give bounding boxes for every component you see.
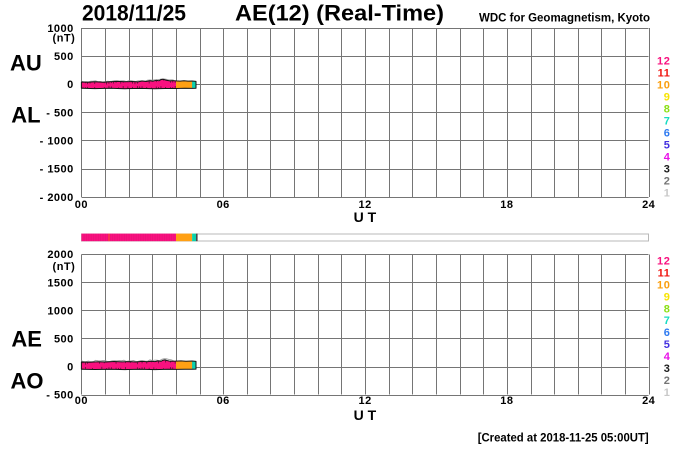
svg-text:24: 24 bbox=[642, 199, 656, 211]
svg-text:1500: 1500 bbox=[47, 277, 73, 289]
svg-text:- 500: - 500 bbox=[46, 390, 74, 402]
svg-text:(nT): (nT) bbox=[53, 33, 76, 45]
svg-text:2018/11/25: 2018/11/25 bbox=[82, 1, 186, 26]
svg-text:- 1500: - 1500 bbox=[40, 164, 74, 176]
svg-text:U T: U T bbox=[354, 209, 377, 225]
svg-text:6: 6 bbox=[664, 128, 671, 140]
svg-text:6: 6 bbox=[664, 327, 671, 339]
svg-text:1000: 1000 bbox=[47, 23, 73, 35]
svg-text:AE: AE bbox=[11, 326, 42, 351]
svg-text:7: 7 bbox=[664, 116, 671, 128]
svg-text:5: 5 bbox=[664, 140, 671, 152]
svg-text:1: 1 bbox=[664, 188, 671, 200]
svg-text:U T: U T bbox=[354, 407, 377, 423]
svg-text:AE(12) (Real-Time): AE(12) (Real-Time) bbox=[235, 1, 444, 26]
svg-text:00: 00 bbox=[75, 199, 88, 211]
svg-text:11: 11 bbox=[658, 68, 671, 80]
svg-text:10: 10 bbox=[657, 279, 671, 291]
svg-text:0: 0 bbox=[67, 362, 74, 374]
svg-text:2: 2 bbox=[664, 375, 671, 387]
svg-text:4: 4 bbox=[664, 152, 671, 164]
svg-text:- 1000: - 1000 bbox=[40, 136, 74, 148]
svg-text:10: 10 bbox=[657, 80, 671, 92]
svg-text:06: 06 bbox=[217, 199, 230, 211]
svg-text:- 2000: - 2000 bbox=[40, 192, 74, 204]
svg-text:AL: AL bbox=[11, 102, 40, 127]
svg-text:1: 1 bbox=[664, 387, 671, 399]
svg-text:2000: 2000 bbox=[47, 249, 73, 261]
svg-text:8: 8 bbox=[664, 303, 671, 315]
svg-text:4: 4 bbox=[664, 351, 671, 363]
svg-text:AO: AO bbox=[11, 369, 44, 394]
svg-text:2: 2 bbox=[664, 176, 671, 188]
svg-text:3: 3 bbox=[664, 164, 671, 176]
svg-text:12: 12 bbox=[657, 256, 671, 268]
svg-text:06: 06 bbox=[217, 395, 230, 407]
svg-text:12: 12 bbox=[358, 199, 371, 211]
svg-text:3: 3 bbox=[664, 363, 671, 375]
svg-text:AU: AU bbox=[10, 51, 42, 76]
svg-text:00: 00 bbox=[75, 395, 88, 407]
svg-text:24: 24 bbox=[642, 395, 656, 407]
svg-text:18: 18 bbox=[500, 395, 513, 407]
svg-text:500: 500 bbox=[54, 51, 74, 63]
svg-text:11: 11 bbox=[658, 267, 671, 279]
svg-text:9: 9 bbox=[664, 291, 671, 303]
svg-text:12: 12 bbox=[657, 56, 671, 68]
svg-text:5: 5 bbox=[664, 339, 671, 351]
svg-text:500: 500 bbox=[54, 334, 74, 346]
svg-text:1000: 1000 bbox=[47, 305, 73, 317]
svg-text:8: 8 bbox=[664, 104, 671, 116]
svg-text:0: 0 bbox=[67, 79, 74, 91]
svg-text:WDC for Geomagnetism, Kyoto: WDC for Geomagnetism, Kyoto bbox=[479, 11, 650, 25]
svg-text:18: 18 bbox=[500, 199, 513, 211]
svg-text:7: 7 bbox=[664, 315, 671, 327]
svg-text:9: 9 bbox=[664, 92, 671, 104]
svg-text:[Created at 2018-11-25 05:00UT: [Created at 2018-11-25 05:00UT] bbox=[478, 430, 649, 444]
svg-text:12: 12 bbox=[358, 395, 371, 407]
svg-text:(nT): (nT) bbox=[53, 261, 76, 273]
svg-text:- 500: - 500 bbox=[46, 107, 74, 119]
